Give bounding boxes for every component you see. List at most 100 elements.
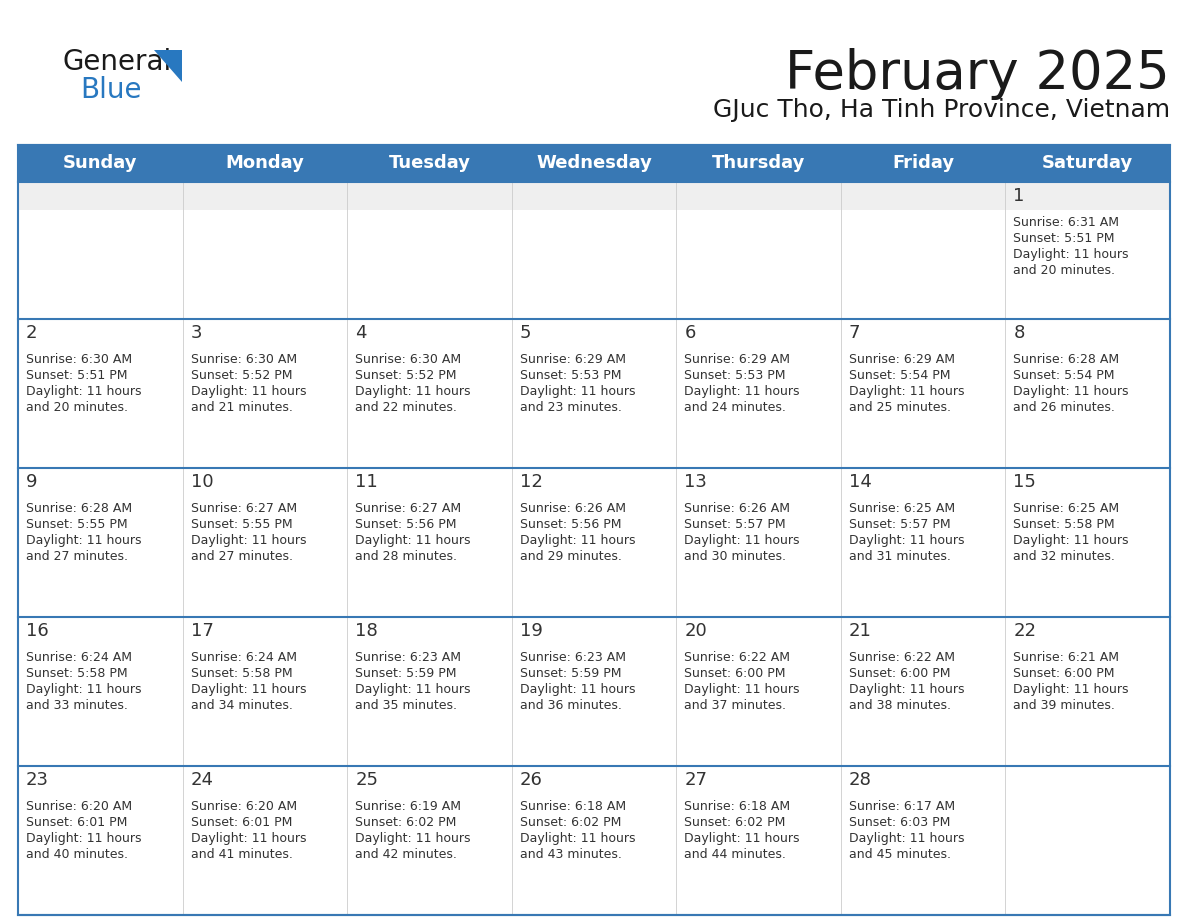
- Text: Sunset: 5:58 PM: Sunset: 5:58 PM: [26, 667, 127, 680]
- Text: Sunrise: 6:18 AM: Sunrise: 6:18 AM: [684, 800, 790, 813]
- Text: Daylight: 11 hours: Daylight: 11 hours: [684, 832, 800, 845]
- Text: Tuesday: Tuesday: [388, 154, 470, 173]
- Text: Sunrise: 6:28 AM: Sunrise: 6:28 AM: [26, 502, 132, 515]
- Text: Daylight: 11 hours: Daylight: 11 hours: [26, 534, 141, 547]
- Text: Sunset: 5:59 PM: Sunset: 5:59 PM: [519, 667, 621, 680]
- Text: Sunrise: 6:24 AM: Sunrise: 6:24 AM: [190, 651, 297, 664]
- Text: Sunrise: 6:21 AM: Sunrise: 6:21 AM: [1013, 651, 1119, 664]
- Bar: [841, 766, 1005, 915]
- Text: Sunrise: 6:30 AM: Sunrise: 6:30 AM: [355, 353, 461, 366]
- Text: 12: 12: [519, 473, 543, 491]
- Text: Sunset: 6:00 PM: Sunset: 6:00 PM: [684, 667, 785, 680]
- Bar: [676, 182, 841, 210]
- Text: and 41 minutes.: and 41 minutes.: [190, 848, 292, 861]
- Text: Sunrise: 6:29 AM: Sunrise: 6:29 AM: [519, 353, 626, 366]
- Text: 22: 22: [1013, 622, 1036, 640]
- Text: Daylight: 11 hours: Daylight: 11 hours: [684, 385, 800, 398]
- Bar: [676, 182, 841, 319]
- Text: and 27 minutes.: and 27 minutes.: [190, 550, 292, 563]
- Text: and 21 minutes.: and 21 minutes.: [190, 401, 292, 414]
- Text: Sunday: Sunday: [63, 154, 138, 173]
- Text: Sunset: 5:56 PM: Sunset: 5:56 PM: [519, 518, 621, 531]
- Bar: [347, 468, 512, 617]
- Text: 28: 28: [849, 771, 872, 789]
- Bar: [512, 468, 676, 617]
- Text: and 29 minutes.: and 29 minutes.: [519, 550, 621, 563]
- Text: 4: 4: [355, 324, 367, 342]
- Text: Sunset: 5:55 PM: Sunset: 5:55 PM: [190, 518, 292, 531]
- Text: Daylight: 11 hours: Daylight: 11 hours: [1013, 385, 1129, 398]
- Text: and 26 minutes.: and 26 minutes.: [1013, 401, 1116, 414]
- Text: Daylight: 11 hours: Daylight: 11 hours: [355, 385, 470, 398]
- Bar: [183, 182, 347, 319]
- Bar: [676, 468, 841, 617]
- Bar: [1005, 319, 1170, 468]
- Text: 27: 27: [684, 771, 707, 789]
- Bar: [347, 319, 512, 468]
- Bar: [512, 182, 676, 210]
- Text: Sunrise: 6:19 AM: Sunrise: 6:19 AM: [355, 800, 461, 813]
- Text: 14: 14: [849, 473, 872, 491]
- Text: Sunrise: 6:25 AM: Sunrise: 6:25 AM: [1013, 502, 1119, 515]
- Text: Sunrise: 6:30 AM: Sunrise: 6:30 AM: [26, 353, 132, 366]
- Text: Daylight: 11 hours: Daylight: 11 hours: [849, 385, 965, 398]
- Text: Sunset: 5:57 PM: Sunset: 5:57 PM: [849, 518, 950, 531]
- Text: Daylight: 11 hours: Daylight: 11 hours: [849, 832, 965, 845]
- Text: Sunrise: 6:30 AM: Sunrise: 6:30 AM: [190, 353, 297, 366]
- Text: Saturday: Saturday: [1042, 154, 1133, 173]
- Bar: [676, 766, 841, 915]
- Text: and 32 minutes.: and 32 minutes.: [1013, 550, 1116, 563]
- Text: and 22 minutes.: and 22 minutes.: [355, 401, 457, 414]
- Text: Sunset: 5:53 PM: Sunset: 5:53 PM: [684, 369, 785, 382]
- Text: Daylight: 11 hours: Daylight: 11 hours: [849, 683, 965, 696]
- Text: 10: 10: [190, 473, 213, 491]
- Text: Daylight: 11 hours: Daylight: 11 hours: [684, 683, 800, 696]
- Text: Sunrise: 6:23 AM: Sunrise: 6:23 AM: [355, 651, 461, 664]
- Text: Daylight: 11 hours: Daylight: 11 hours: [1013, 683, 1129, 696]
- Text: Daylight: 11 hours: Daylight: 11 hours: [355, 683, 470, 696]
- Text: Sunset: 6:00 PM: Sunset: 6:00 PM: [1013, 667, 1114, 680]
- Text: and 36 minutes.: and 36 minutes.: [519, 699, 621, 712]
- Bar: [18, 182, 183, 319]
- Text: and 44 minutes.: and 44 minutes.: [684, 848, 786, 861]
- Text: 16: 16: [26, 622, 49, 640]
- Text: Sunset: 5:52 PM: Sunset: 5:52 PM: [355, 369, 456, 382]
- Text: Sunset: 6:01 PM: Sunset: 6:01 PM: [26, 816, 127, 829]
- Bar: [347, 182, 512, 319]
- Text: Blue: Blue: [80, 76, 141, 104]
- Bar: [183, 468, 347, 617]
- Text: 9: 9: [26, 473, 38, 491]
- Text: Sunrise: 6:17 AM: Sunrise: 6:17 AM: [849, 800, 955, 813]
- Text: 24: 24: [190, 771, 214, 789]
- Text: and 27 minutes.: and 27 minutes.: [26, 550, 128, 563]
- Text: Sunrise: 6:20 AM: Sunrise: 6:20 AM: [190, 800, 297, 813]
- Bar: [1005, 468, 1170, 617]
- Text: Sunset: 5:55 PM: Sunset: 5:55 PM: [26, 518, 127, 531]
- Bar: [841, 468, 1005, 617]
- Text: 11: 11: [355, 473, 378, 491]
- Text: Sunset: 6:03 PM: Sunset: 6:03 PM: [849, 816, 950, 829]
- Text: 7: 7: [849, 324, 860, 342]
- Text: 1: 1: [1013, 187, 1025, 205]
- Text: Sunset: 6:00 PM: Sunset: 6:00 PM: [849, 667, 950, 680]
- Bar: [183, 617, 347, 766]
- Text: 5: 5: [519, 324, 531, 342]
- Text: Daylight: 11 hours: Daylight: 11 hours: [190, 534, 307, 547]
- Text: Sunrise: 6:24 AM: Sunrise: 6:24 AM: [26, 651, 132, 664]
- Text: Sunrise: 6:27 AM: Sunrise: 6:27 AM: [355, 502, 461, 515]
- Text: Daylight: 11 hours: Daylight: 11 hours: [1013, 534, 1129, 547]
- Bar: [18, 145, 1170, 915]
- Text: Sunset: 6:02 PM: Sunset: 6:02 PM: [519, 816, 621, 829]
- Text: 21: 21: [849, 622, 872, 640]
- Text: Sunset: 5:51 PM: Sunset: 5:51 PM: [1013, 232, 1114, 245]
- Bar: [347, 766, 512, 915]
- Bar: [347, 617, 512, 766]
- Text: 3: 3: [190, 324, 202, 342]
- Text: and 25 minutes.: and 25 minutes.: [849, 401, 950, 414]
- Text: Daylight: 11 hours: Daylight: 11 hours: [519, 385, 636, 398]
- Text: 19: 19: [519, 622, 543, 640]
- Text: Daylight: 11 hours: Daylight: 11 hours: [190, 385, 307, 398]
- Text: Sunset: 6:01 PM: Sunset: 6:01 PM: [190, 816, 292, 829]
- Text: and 43 minutes.: and 43 minutes.: [519, 848, 621, 861]
- Text: 15: 15: [1013, 473, 1036, 491]
